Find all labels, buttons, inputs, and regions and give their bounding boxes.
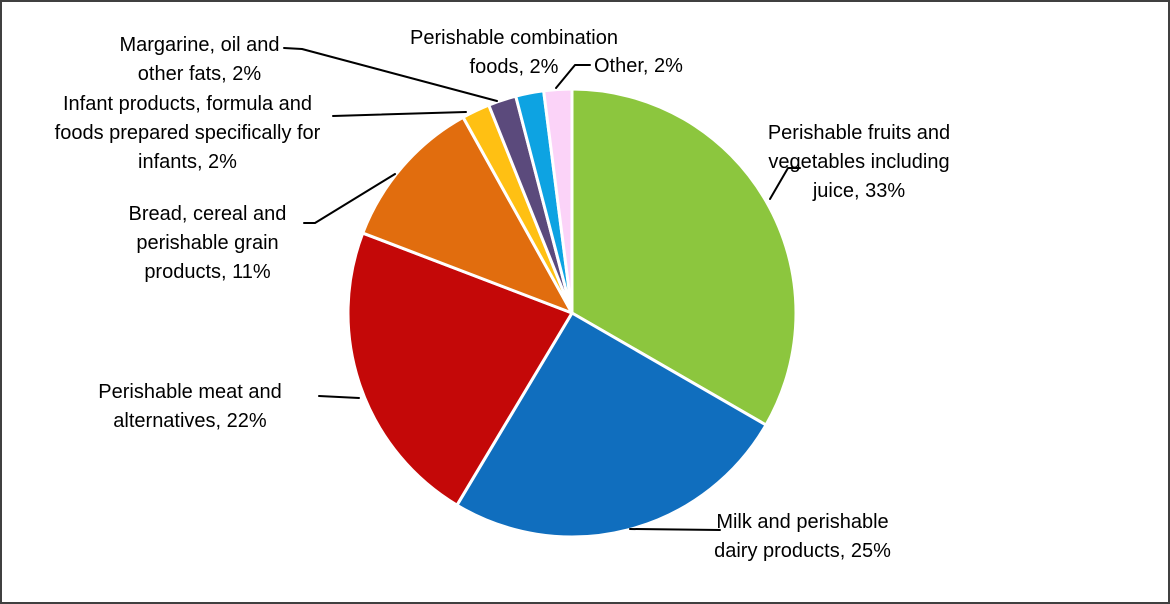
data-label-meat: Perishable meat and alternatives, 22% [80,378,300,436]
data-label-milk-line-2: dairy products, 25% [714,540,891,562]
pie-slice-fruits [570,87,798,427]
pie-slice-other [542,87,574,315]
leader-line-meat [318,395,360,399]
data-label-combination: Perishable combination foods, 2% [394,24,634,82]
data-label-combination-line-1: Perishable combination [410,27,618,49]
data-label-bread-line-1: Bread, cereal and [128,203,287,225]
pie-slice-milk [455,311,768,539]
data-label-margarine-line-1: Margarine, oil and [119,34,280,56]
pie-slice-bread [361,115,574,315]
data-label-margarine-line-2: other fats, 2% [137,63,262,85]
data-label-bread-line-2: perishable grain [136,232,279,254]
data-label-infant-line-2: foods prepared specifically for [54,122,321,144]
data-label-combination-line-2: foods, 2% [469,56,559,78]
pie-slice-meat [346,231,574,507]
data-label-other-line-1: Other, 2% [594,55,683,77]
leader-line-fruits [769,167,801,200]
data-label-other: Other, 2% [594,52,704,81]
data-label-fruits-line-2: vegetables including [768,151,950,173]
data-label-margarine: Margarine, oil and other fats, 2% [92,31,307,89]
leader-line-other [555,64,591,89]
data-label-bread: Bread, cereal and perishable grain product… [105,200,310,287]
data-label-meat-line-1: Perishable meat and [98,381,282,403]
leader-line-infant [332,111,467,117]
pie-slices-group [346,87,798,539]
data-label-fruits-line-1: Perishable fruits and [767,122,951,144]
data-label-infant: Infant products, formula and foods prepar… [25,90,350,177]
data-label-meat-line-2: alternatives, 22% [113,410,267,432]
data-label-infant-line-1: Infant products, formula and [62,93,313,115]
data-label-milk-line-1: Milk and perishable [716,511,889,533]
data-label-infant-line-3: infants, 2% [138,151,237,173]
leader-line-milk [629,528,721,531]
leader-line-bread [303,173,396,224]
data-label-fruits-line-3: juice, 33% [812,180,906,202]
data-label-fruits: Perishable fruits and vegetables includin… [754,119,964,206]
data-label-bread-line-3: products, 11% [144,261,271,283]
leader-line-margarine [283,47,498,102]
leader-lines-group [283,47,801,531]
data-label-milk: Milk and perishable dairy products, 25% [700,508,905,566]
